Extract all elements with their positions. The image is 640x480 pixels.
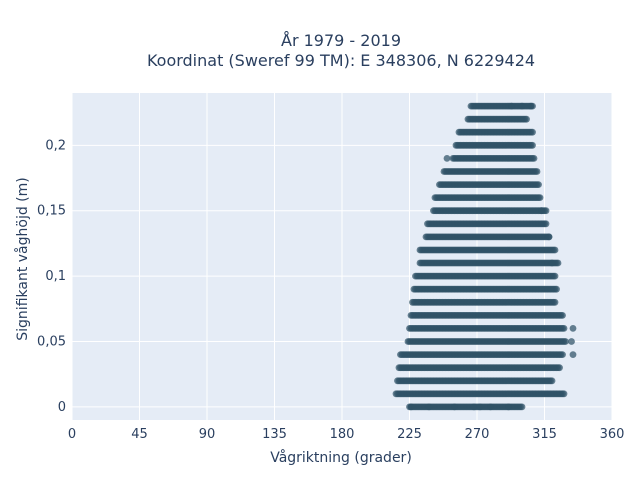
data-point [545,233,553,241]
data-point [554,259,562,267]
y-tick-label: 0,05 [37,335,66,350]
data-point [548,259,556,267]
data-point [505,403,512,411]
y-axis-label: Signifikant våghöjd (m) [14,177,31,340]
data-point [560,325,568,332]
data-points [392,102,577,411]
data-point [527,102,535,110]
y-tick-label: 0 [58,400,66,415]
data-point [508,102,515,110]
data-point [533,168,541,175]
data-point [536,194,544,202]
x-tick-label: 135 [262,427,287,442]
x-tick-label: 0 [68,427,76,442]
y-tick-label: 0,1 [45,269,66,284]
x-tick-labels: 0 45 90 135 180 225 270 315 360 [68,427,625,442]
y-tick-labels: 0 0,05 0,1 0,15 0,2 [37,138,66,415]
data-point [518,102,526,110]
data-point [548,377,556,385]
data-point [443,155,451,162]
x-tick-label: 180 [330,427,355,442]
data-point [538,207,545,215]
x-tick-label: 315 [532,427,557,442]
data-point [560,390,568,398]
data-point [551,298,559,306]
chart-title-line-1: År 1979 - 2019 [281,31,401,50]
data-point [518,403,526,411]
data-point [569,351,577,358]
x-tick-label: 360 [600,427,625,442]
y-tick-label: 0,15 [37,204,66,219]
chart-title-line-2: Koordinat (Sweref 99 TM): E 348306, N 62… [147,51,535,70]
x-tick-label: 225 [397,427,422,442]
data-point [551,246,559,254]
x-tick-label: 90 [199,427,216,442]
data-point [476,403,484,411]
x-tick-label: 270 [465,427,490,442]
data-point [451,403,458,411]
data-point [556,364,563,372]
data-point [535,181,542,189]
data-point [553,285,560,293]
data-point [559,351,566,358]
data-point [487,403,494,411]
data-point [407,403,415,411]
data-point [425,403,433,411]
data-point [523,115,530,123]
data-point [551,272,559,280]
data-point [529,141,536,149]
data-point [568,338,575,345]
x-tick-label: 45 [131,427,148,442]
y-tick-label: 0,2 [45,138,66,153]
data-point [562,338,569,345]
data-point [470,403,478,411]
x-axis-label: Vågriktning (grader) [270,449,412,466]
data-point [569,325,577,332]
data-point [530,155,538,162]
data-point [529,128,536,136]
data-point [542,220,550,228]
data-point [559,312,566,319]
